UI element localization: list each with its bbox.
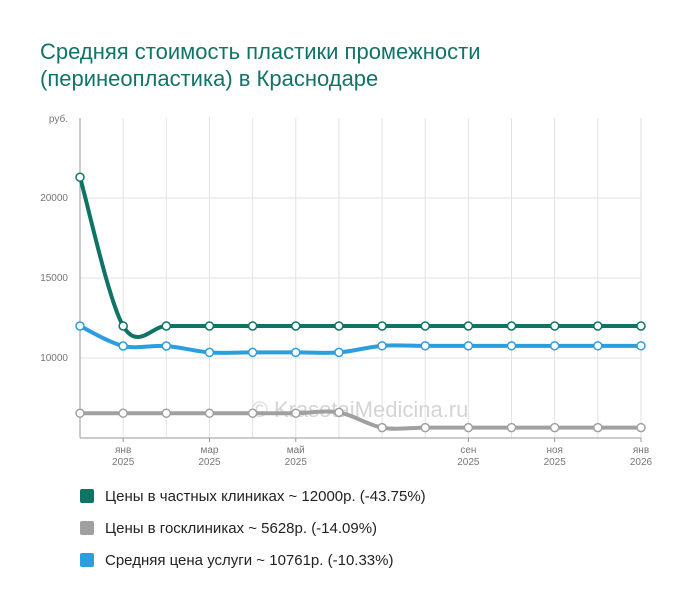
- x-tick-month: ноя: [546, 445, 563, 456]
- x-tick-year: 2025: [198, 457, 221, 468]
- series-1-point: [118, 408, 128, 418]
- series-0-point: [593, 321, 603, 331]
- x-tick-year: 2025: [285, 457, 308, 468]
- series-1-point: [75, 408, 85, 418]
- series-1-point: [463, 422, 474, 433]
- legend-label: Цены в частных клиниках ~ 12000р. (-43.7…: [105, 487, 426, 505]
- legend-label: Средняя цена услуги ~ 10761р. (-10.33%): [105, 551, 394, 569]
- series-0-point: [334, 321, 344, 331]
- chart-title-line-1: Средняя стоимость пластики промежности: [40, 39, 481, 64]
- series-2-point: [506, 341, 517, 351]
- series-2-point: [334, 347, 344, 358]
- legend-swatch: [80, 489, 94, 503]
- series-0-point: [161, 321, 172, 331]
- series-0-point: [75, 172, 85, 182]
- series-0-point: [506, 321, 517, 331]
- series-2-point: [118, 341, 128, 351]
- x-tick-year: 2026: [630, 457, 653, 468]
- x-tick-month: янв: [633, 445, 649, 456]
- legend-item: Средняя цена услуги ~ 10761р. (-10.33%): [80, 550, 426, 570]
- series-0-point: [291, 321, 301, 331]
- chart-title: Средняя стоимость пластики промежности (…: [40, 38, 660, 92]
- y-tick-label: 15000: [40, 273, 68, 284]
- series-1-point: [247, 408, 258, 418]
- y-unit-label: руб.: [49, 113, 68, 125]
- legend-swatch: [80, 553, 94, 567]
- x-tick-month: май: [287, 445, 305, 456]
- chart-legend: Цены в частных клиниках ~ 12000р. (-43.7…: [80, 486, 426, 582]
- series-0-point: [204, 321, 215, 331]
- series-2-point: [463, 341, 474, 351]
- x-tick-year: 2025: [544, 457, 567, 468]
- series-1-point: [420, 422, 430, 433]
- series-2-point: [75, 321, 85, 331]
- series-1-point: [204, 408, 215, 418]
- series-0-point: [420, 321, 430, 331]
- series-line-0: [78, 175, 643, 339]
- series-1-point: [549, 422, 560, 433]
- series-2-point: [291, 347, 301, 358]
- chart-title-line-2: (перинеопластика) в Краснодаре: [40, 66, 379, 91]
- line-chart: 100001500020000руб.янв2025мар2025май2025…: [40, 113, 653, 468]
- series-1-point: [377, 422, 387, 433]
- series-2-point: [420, 341, 430, 351]
- x-tick-year: 2025: [457, 457, 480, 468]
- legend-swatch: [80, 521, 94, 535]
- series-0-point: [463, 321, 474, 331]
- y-tick-label: 10000: [40, 353, 68, 364]
- series-1-point: [506, 422, 517, 433]
- x-tick-year: 2025: [112, 457, 135, 468]
- series-1-point: [161, 408, 172, 418]
- series-0-point: [636, 321, 646, 331]
- series-2-point: [593, 341, 603, 351]
- series-0-point: [118, 321, 128, 331]
- series-0-point: [247, 321, 258, 331]
- series-0-point: [377, 321, 387, 331]
- series-2-point: [247, 347, 258, 358]
- series-1-point: [636, 422, 646, 433]
- series-1-point: [291, 408, 301, 418]
- series-1-point: [593, 422, 603, 433]
- series-2-point: [549, 341, 560, 351]
- x-tick-month: сен: [460, 445, 476, 456]
- series-2-point: [161, 341, 172, 351]
- legend-item: Цены в частных клиниках ~ 12000р. (-43.7…: [80, 486, 426, 506]
- x-tick-month: янв: [115, 445, 131, 456]
- series-2-point: [377, 341, 387, 351]
- series-1-point: [334, 407, 344, 418]
- series-2-point: [204, 347, 215, 358]
- y-tick-label: 20000: [40, 193, 68, 204]
- legend-label: Цены в госклиниках ~ 5628р. (-14.09%): [105, 519, 378, 537]
- legend-item: Цены в госклиниках ~ 5628р. (-14.09%): [80, 518, 426, 538]
- x-tick-month: мар: [200, 445, 218, 456]
- series-2-point: [636, 341, 646, 351]
- series-0-point: [549, 321, 560, 331]
